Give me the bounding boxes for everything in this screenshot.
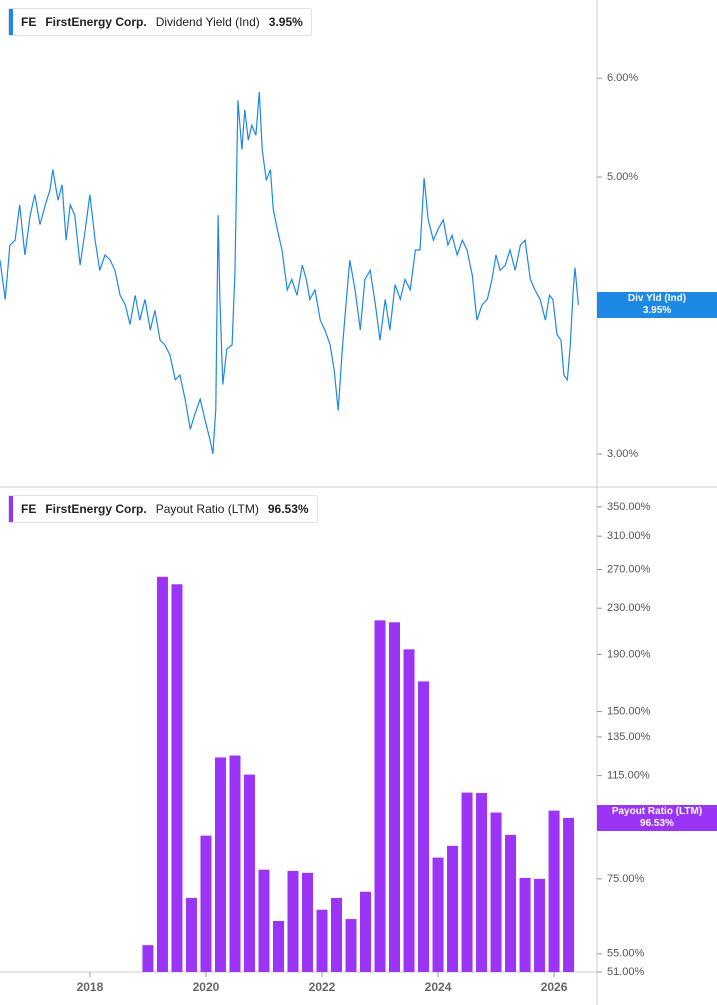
current-value: 3.95% bbox=[268, 15, 303, 29]
bar bbox=[316, 909, 328, 972]
y-tick-label: 190.00% bbox=[607, 648, 651, 660]
ticker: FE bbox=[21, 15, 37, 29]
company-name: FirstEnergy Corp. bbox=[45, 15, 147, 29]
x-tick-label: 2022 bbox=[309, 980, 336, 994]
marker-label: Payout Ratio (LTM) bbox=[611, 805, 703, 817]
bar bbox=[534, 878, 546, 972]
x-tick-label: 2018 bbox=[77, 980, 104, 994]
y-tick-label: 350.00% bbox=[607, 501, 651, 513]
bar bbox=[156, 576, 168, 972]
bar bbox=[214, 757, 226, 972]
bar bbox=[287, 870, 299, 972]
line-series bbox=[0, 91, 579, 455]
y-tick-label: 6.00% bbox=[607, 72, 638, 84]
bar bbox=[258, 869, 270, 972]
bar bbox=[505, 834, 517, 972]
bar bbox=[389, 622, 401, 972]
y-tick-label: 270.00% bbox=[607, 563, 651, 575]
ticker: FE bbox=[21, 502, 37, 516]
y-tick-label: 55.00% bbox=[607, 948, 645, 960]
legend-swatch bbox=[9, 9, 13, 35]
bar bbox=[519, 877, 531, 972]
marker-value: 96.53% bbox=[640, 817, 674, 829]
bar bbox=[171, 584, 183, 972]
legend-swatch bbox=[9, 496, 13, 522]
y-tick-label: 3.00% bbox=[607, 448, 638, 460]
bar bbox=[142, 945, 154, 972]
bar bbox=[563, 817, 575, 972]
company-name: FirstEnergy Corp. bbox=[45, 502, 147, 516]
legend-header: FE FirstEnergy Corp. Dividend Yield (Ind) 3… bbox=[8, 8, 312, 36]
current-value: 96.53% bbox=[267, 502, 309, 516]
y-tick-label: 5.00% bbox=[607, 171, 638, 183]
bar bbox=[418, 681, 430, 972]
x-tick-label: 2020 bbox=[193, 980, 220, 994]
bar bbox=[432, 857, 444, 972]
bar bbox=[345, 919, 357, 972]
bar bbox=[447, 845, 459, 972]
y-tick-label: 51.00% bbox=[607, 966, 645, 978]
bar bbox=[301, 872, 313, 972]
bar bbox=[548, 810, 560, 972]
y-tick-label: 150.00% bbox=[607, 705, 651, 717]
y-tick-label: 135.00% bbox=[607, 731, 651, 743]
x-tick-label: 2024 bbox=[425, 980, 452, 994]
x-tick-label: 2026 bbox=[541, 980, 568, 994]
bar bbox=[476, 793, 488, 972]
bar bbox=[374, 620, 386, 972]
marker-label: Div Yld (Ind) bbox=[627, 292, 687, 304]
y-tick-label: 115.00% bbox=[607, 770, 650, 782]
marker-value: 3.95% bbox=[642, 304, 672, 316]
value-marker: Payout Ratio (LTM) 96.53% bbox=[597, 804, 717, 831]
y-tick-label: 310.00% bbox=[607, 530, 651, 542]
series-name: Dividend Yield (Ind) bbox=[155, 15, 260, 29]
legend-header: FE FirstEnergy Corp. Payout Ratio (LTM) 96.… bbox=[8, 495, 318, 523]
bar bbox=[272, 920, 284, 972]
bar bbox=[403, 649, 415, 972]
bar bbox=[200, 835, 212, 972]
bar bbox=[360, 891, 372, 972]
series-name: Payout Ratio (LTM) bbox=[155, 502, 259, 516]
bar bbox=[461, 792, 473, 972]
value-marker: Div Yld (Ind) 3.95% bbox=[597, 291, 717, 318]
bar bbox=[331, 897, 343, 972]
bar bbox=[185, 897, 197, 972]
y-tick-label: 230.00% bbox=[607, 602, 651, 614]
y-tick-label: 75.00% bbox=[607, 873, 645, 885]
bar bbox=[243, 774, 255, 972]
bar bbox=[229, 755, 241, 972]
bar bbox=[490, 812, 502, 972]
